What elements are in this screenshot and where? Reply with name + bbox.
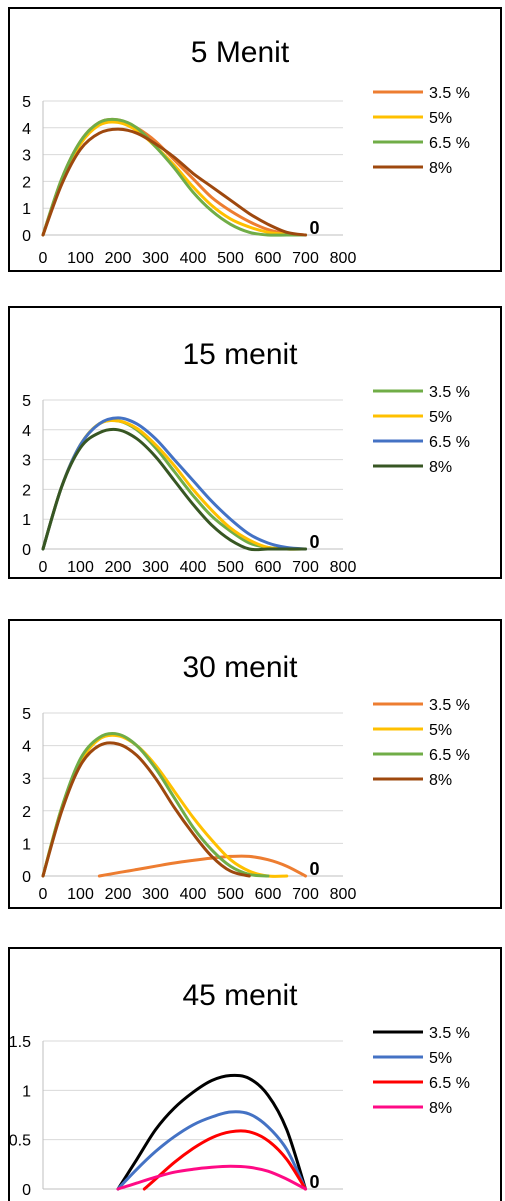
x-tick-label: 400 xyxy=(180,250,207,267)
chart-panel-30-menit: 30 menit 0 1 2 3 4 5 0 100 200 300 400 500 600 700 800 0… xyxy=(8,619,502,909)
y-tick-label: 1.5 xyxy=(10,1034,31,1051)
x-tick-label: 500 xyxy=(217,250,244,267)
series-line xyxy=(41,120,307,237)
chart-svg: 5 Menit 0 1 2 3 4 5 0 100 200 300 400 500 600 700 800 0 3… xyxy=(22,36,470,267)
data-label: 0 xyxy=(310,1172,320,1192)
x-tick-label: 800 xyxy=(330,250,357,267)
legend-label: 8% xyxy=(429,160,452,177)
y-tick-label: 2 xyxy=(22,174,31,191)
x-tick-label: 0 xyxy=(39,250,48,267)
x-tick-label: 100 xyxy=(67,886,94,903)
series-line xyxy=(41,427,307,552)
series-line xyxy=(142,1129,307,1191)
y-tick-label: 1 xyxy=(22,836,31,853)
y-tick-label: 3 xyxy=(22,771,31,788)
legend-label: 5% xyxy=(429,110,452,127)
x-tick-label: 600 xyxy=(255,886,282,903)
legend-label: 5% xyxy=(429,409,452,426)
legend-label: 6.5 % xyxy=(429,135,470,152)
y-tick-label: 5 xyxy=(22,706,31,723)
legend-label: 3.5 % xyxy=(429,85,470,102)
x-tick-label: 700 xyxy=(292,559,319,576)
x-tick-label: 600 xyxy=(255,559,282,576)
series-line xyxy=(116,1073,307,1191)
y-tick-label: 2 xyxy=(22,482,31,499)
y-tick-label: 0.5 xyxy=(10,1133,31,1150)
legend-label: 5% xyxy=(429,722,452,739)
x-tick-label: 0 xyxy=(39,886,48,903)
legend-label: 8% xyxy=(429,1100,452,1117)
x-tick-label: 200 xyxy=(105,559,132,576)
chart-svg: 15 menit 0 1 2 3 4 5 0 100 200 300 400 500 600 700 800 0… xyxy=(22,338,470,576)
x-tick-label: 0 xyxy=(39,559,48,576)
chart-title: 30 menit xyxy=(182,651,298,684)
series-line xyxy=(41,741,251,878)
y-tick-label: 4 xyxy=(22,121,31,138)
x-tick-label: 800 xyxy=(330,559,357,576)
chart-panel-45-menit: 45 menit00.511.5010020030040050060070080… xyxy=(8,947,502,1201)
y-tick-label: 0 xyxy=(22,869,31,886)
legend-label: 5% xyxy=(429,1050,452,1067)
chart-svg: 30 menit 0 1 2 3 4 5 0 100 200 300 400 500 600 700 800 0… xyxy=(22,651,470,903)
legend-label: 8% xyxy=(429,459,452,476)
legend-label: 6.5 % xyxy=(429,1075,470,1092)
data-label: 0 xyxy=(310,532,320,552)
chart-title: 45 menit xyxy=(182,979,298,1012)
chart-panel-15-menit: 15 menit 0 1 2 3 4 5 0 100 200 300 400 500 600 700 800 0… xyxy=(8,306,502,579)
y-tick-label: 1 xyxy=(22,512,31,529)
x-tick-label: 500 xyxy=(217,559,244,576)
series-line xyxy=(97,854,307,878)
chart-title: 15 menit xyxy=(182,338,298,371)
y-tick-label: 1 xyxy=(22,1083,31,1100)
x-tick-label: 100 xyxy=(67,559,94,576)
data-label: 0 xyxy=(310,859,320,879)
legend-label: 8% xyxy=(429,772,452,789)
series-line xyxy=(116,1110,307,1191)
series-line xyxy=(41,416,307,551)
series-line xyxy=(41,732,270,878)
legend-label: 3.5 % xyxy=(429,1025,470,1042)
legend-label: 6.5 % xyxy=(429,747,470,764)
y-tick-label: 4 xyxy=(22,423,31,440)
x-tick-label: 700 xyxy=(292,250,319,267)
x-tick-label: 400 xyxy=(180,886,207,903)
y-tick-label: 5 xyxy=(22,393,31,410)
y-tick-label: 2 xyxy=(22,804,31,821)
legend-label: 3.5 % xyxy=(429,384,470,401)
x-tick-label: 300 xyxy=(142,886,169,903)
x-tick-label: 600 xyxy=(255,250,282,267)
series-line xyxy=(41,733,289,878)
legend-label: 6.5 % xyxy=(429,434,470,451)
legend-label: 3.5 % xyxy=(429,697,470,714)
chart-svg: 45 menit00.511.5010020030040050060070080… xyxy=(10,979,470,1199)
x-tick-label: 300 xyxy=(142,250,169,267)
y-tick-label: 0 xyxy=(22,542,31,559)
series-line xyxy=(41,127,307,237)
y-tick-label: 5 xyxy=(22,94,31,111)
x-tick-label: 500 xyxy=(217,886,244,903)
chart-panel-5-menit: 5 Menit 0 1 2 3 4 5 0 100 200 300 400 500 600 700 800 0 3… xyxy=(8,7,502,272)
y-tick-label: 4 xyxy=(22,739,31,756)
y-tick-label: 0 xyxy=(22,228,31,245)
x-tick-label: 800 xyxy=(330,886,357,903)
y-tick-label: 1 xyxy=(22,201,31,218)
y-tick-label: 0 xyxy=(22,1182,31,1199)
series-line xyxy=(116,1164,307,1191)
series-line xyxy=(41,117,307,237)
x-tick-label: 700 xyxy=(292,886,319,903)
x-tick-label: 100 xyxy=(67,250,94,267)
chart-title: 5 Menit xyxy=(191,36,290,69)
x-tick-label: 300 xyxy=(142,559,169,576)
y-tick-label: 3 xyxy=(22,453,31,470)
x-tick-label: 400 xyxy=(180,559,207,576)
data-label: 0 xyxy=(310,218,320,238)
y-tick-label: 3 xyxy=(22,148,31,165)
x-tick-label: 200 xyxy=(105,886,132,903)
x-tick-label: 200 xyxy=(105,250,132,267)
